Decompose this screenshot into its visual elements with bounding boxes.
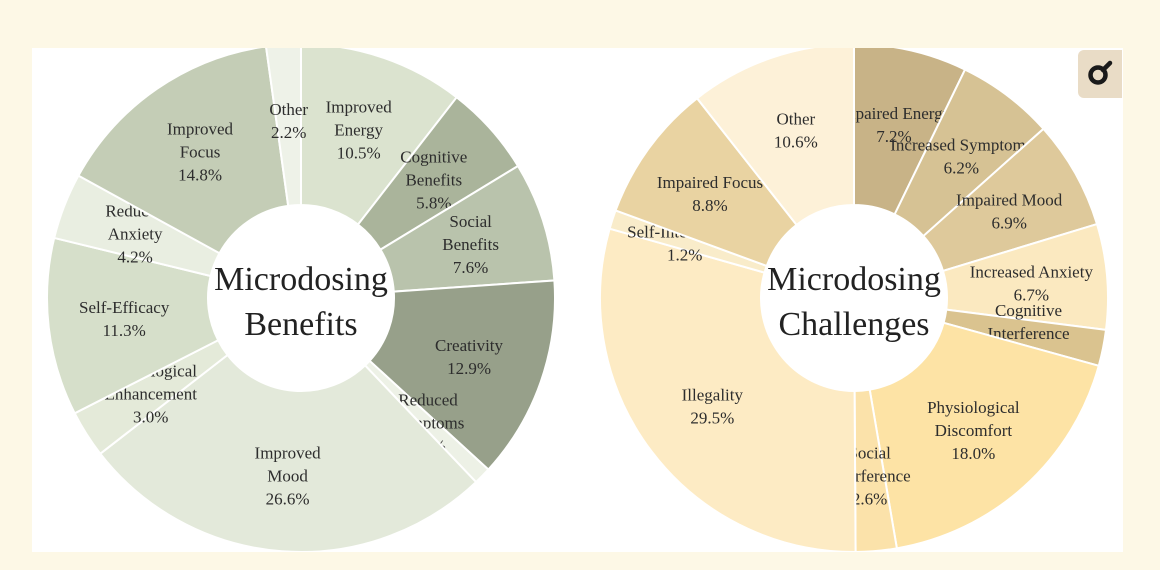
slice-label-cognitive-benefits: Cognitive Benefits 5.8% bbox=[400, 147, 467, 212]
slice-label-other: Other 2.2% bbox=[269, 100, 308, 142]
slice-value: 2.2% bbox=[271, 123, 306, 142]
slice-value: 26.6% bbox=[266, 489, 310, 508]
slice-value: 18.0% bbox=[951, 444, 995, 463]
slice-label-increased-symptoms: Increased Symptoms 6.2% bbox=[890, 135, 1032, 177]
donut-chart-1: Improved Energy 10.5% Cognitive Benefits 5.8%… bbox=[46, 48, 556, 552]
slice-name: Social bbox=[848, 443, 891, 462]
slice-name: Impaired Energy bbox=[837, 104, 952, 123]
chart-title-line: Benefits bbox=[244, 306, 357, 343]
slice-name: Benefits bbox=[405, 170, 462, 189]
slice-name: Increased Anxiety bbox=[970, 262, 1094, 281]
slice-name: Social bbox=[449, 212, 492, 231]
slice-label-improved-focus: Improved Focus 14.8% bbox=[167, 119, 234, 184]
slice-label-other: Other 10.6% bbox=[774, 109, 818, 151]
slice-value: 11.3% bbox=[103, 321, 146, 340]
slice-name: Improved bbox=[326, 98, 393, 117]
donut-chart-2: Impaired Energy 7.2%Increased Symptoms 6.2… bbox=[599, 48, 1109, 552]
slice-value: 10.5% bbox=[337, 144, 381, 163]
slice-value: 3.0% bbox=[133, 407, 168, 426]
slice-label-improved-energy: Improved Energy 10.5% bbox=[326, 98, 393, 163]
slice-label-illegality: Illegality 29.5% bbox=[682, 385, 744, 427]
slice-name: Self-Efficacy bbox=[79, 298, 170, 317]
slice-name: Other bbox=[776, 109, 815, 128]
slice-value: 2.6% bbox=[852, 489, 887, 508]
slice-value: 6.9% bbox=[991, 213, 1026, 232]
slice-value: 6.2% bbox=[944, 158, 979, 177]
chart-title-line: Microdosing bbox=[214, 261, 388, 298]
slice-name: Interference bbox=[987, 324, 1069, 343]
slice-value: 12.9% bbox=[447, 359, 491, 378]
slice-value: 6.7% bbox=[1014, 285, 1049, 304]
donut-charts: Improved Energy 10.5% Cognitive Benefits 5.8%… bbox=[46, 48, 1109, 552]
slice-value: 1.2% bbox=[667, 245, 702, 264]
magnifier-glyph bbox=[1088, 60, 1113, 85]
slice-name: Improved bbox=[167, 119, 234, 138]
slice-name: Other bbox=[269, 100, 308, 119]
slice-name: Anxiety bbox=[108, 225, 163, 244]
slice-name: Enhancement bbox=[104, 384, 197, 403]
slice-name: Focus bbox=[180, 142, 221, 161]
donut-hole bbox=[208, 205, 394, 391]
slice-value: 4.2% bbox=[117, 248, 152, 267]
slice-name: Illegality bbox=[682, 385, 744, 404]
slice-value: 5.8% bbox=[416, 193, 451, 212]
slice-name: Impaired Focus bbox=[657, 173, 763, 192]
slice-value: 29.5% bbox=[690, 408, 734, 427]
slice-label-creativity: Creativity 12.9% bbox=[435, 336, 503, 378]
slice-label-social-benefits: Social Benefits 7.6% bbox=[442, 212, 499, 277]
slice-value: 8.8% bbox=[692, 196, 727, 215]
slice-label-impaired-energy: Impaired Energy 7.2% bbox=[837, 104, 952, 146]
chart-title: Microdosing Benefits bbox=[214, 261, 388, 343]
slice-name: Mood bbox=[267, 466, 308, 485]
slice-name: Increased Symptoms bbox=[890, 135, 1032, 154]
slice-value: 7.6% bbox=[453, 258, 488, 277]
donut-hole bbox=[761, 205, 947, 391]
chart-title-line: Challenges bbox=[778, 306, 929, 343]
slice-name: Cognitive bbox=[995, 301, 1062, 320]
slice-label-increased-anxiety: Increased Anxiety 6.7% bbox=[970, 262, 1094, 304]
slice-label-improved-mood: Improved Mood 26.6% bbox=[255, 443, 322, 508]
chart-title: Microdosing Challenges bbox=[767, 261, 941, 343]
slice-name: Improved bbox=[255, 443, 322, 462]
slice-value: 10.6% bbox=[774, 132, 818, 151]
slice-name: Discomfort bbox=[935, 421, 1013, 440]
slice-label-self-efficacy: Self-Efficacy 11.3% bbox=[79, 298, 170, 340]
slice-name: Benefits bbox=[442, 235, 499, 254]
chart-canvas: Improved Energy 10.5% Cognitive Benefits 5.8%… bbox=[32, 48, 1123, 552]
magnifier-icon[interactable] bbox=[1078, 50, 1122, 98]
slice-name: Energy bbox=[334, 121, 383, 140]
slice-name: Impaired Mood bbox=[956, 190, 1063, 209]
slice-name: Cognitive bbox=[400, 147, 467, 166]
slice-name: Reduced bbox=[398, 391, 458, 410]
slice-name: Creativity bbox=[435, 336, 503, 355]
slice-value: 7.2% bbox=[876, 127, 911, 146]
slice-label-impaired-mood: Impaired Mood 6.9% bbox=[956, 190, 1063, 232]
slice-label-impaired-focus: Impaired Focus 8.8% bbox=[657, 173, 763, 215]
slice-value: 14.8% bbox=[178, 165, 222, 184]
chart-title-line: Microdosing bbox=[767, 261, 941, 298]
slice-label-physiological-discomfort: Physiological Discomfort 18.0% bbox=[927, 398, 1020, 463]
slice-name: Physiological bbox=[927, 398, 1020, 417]
